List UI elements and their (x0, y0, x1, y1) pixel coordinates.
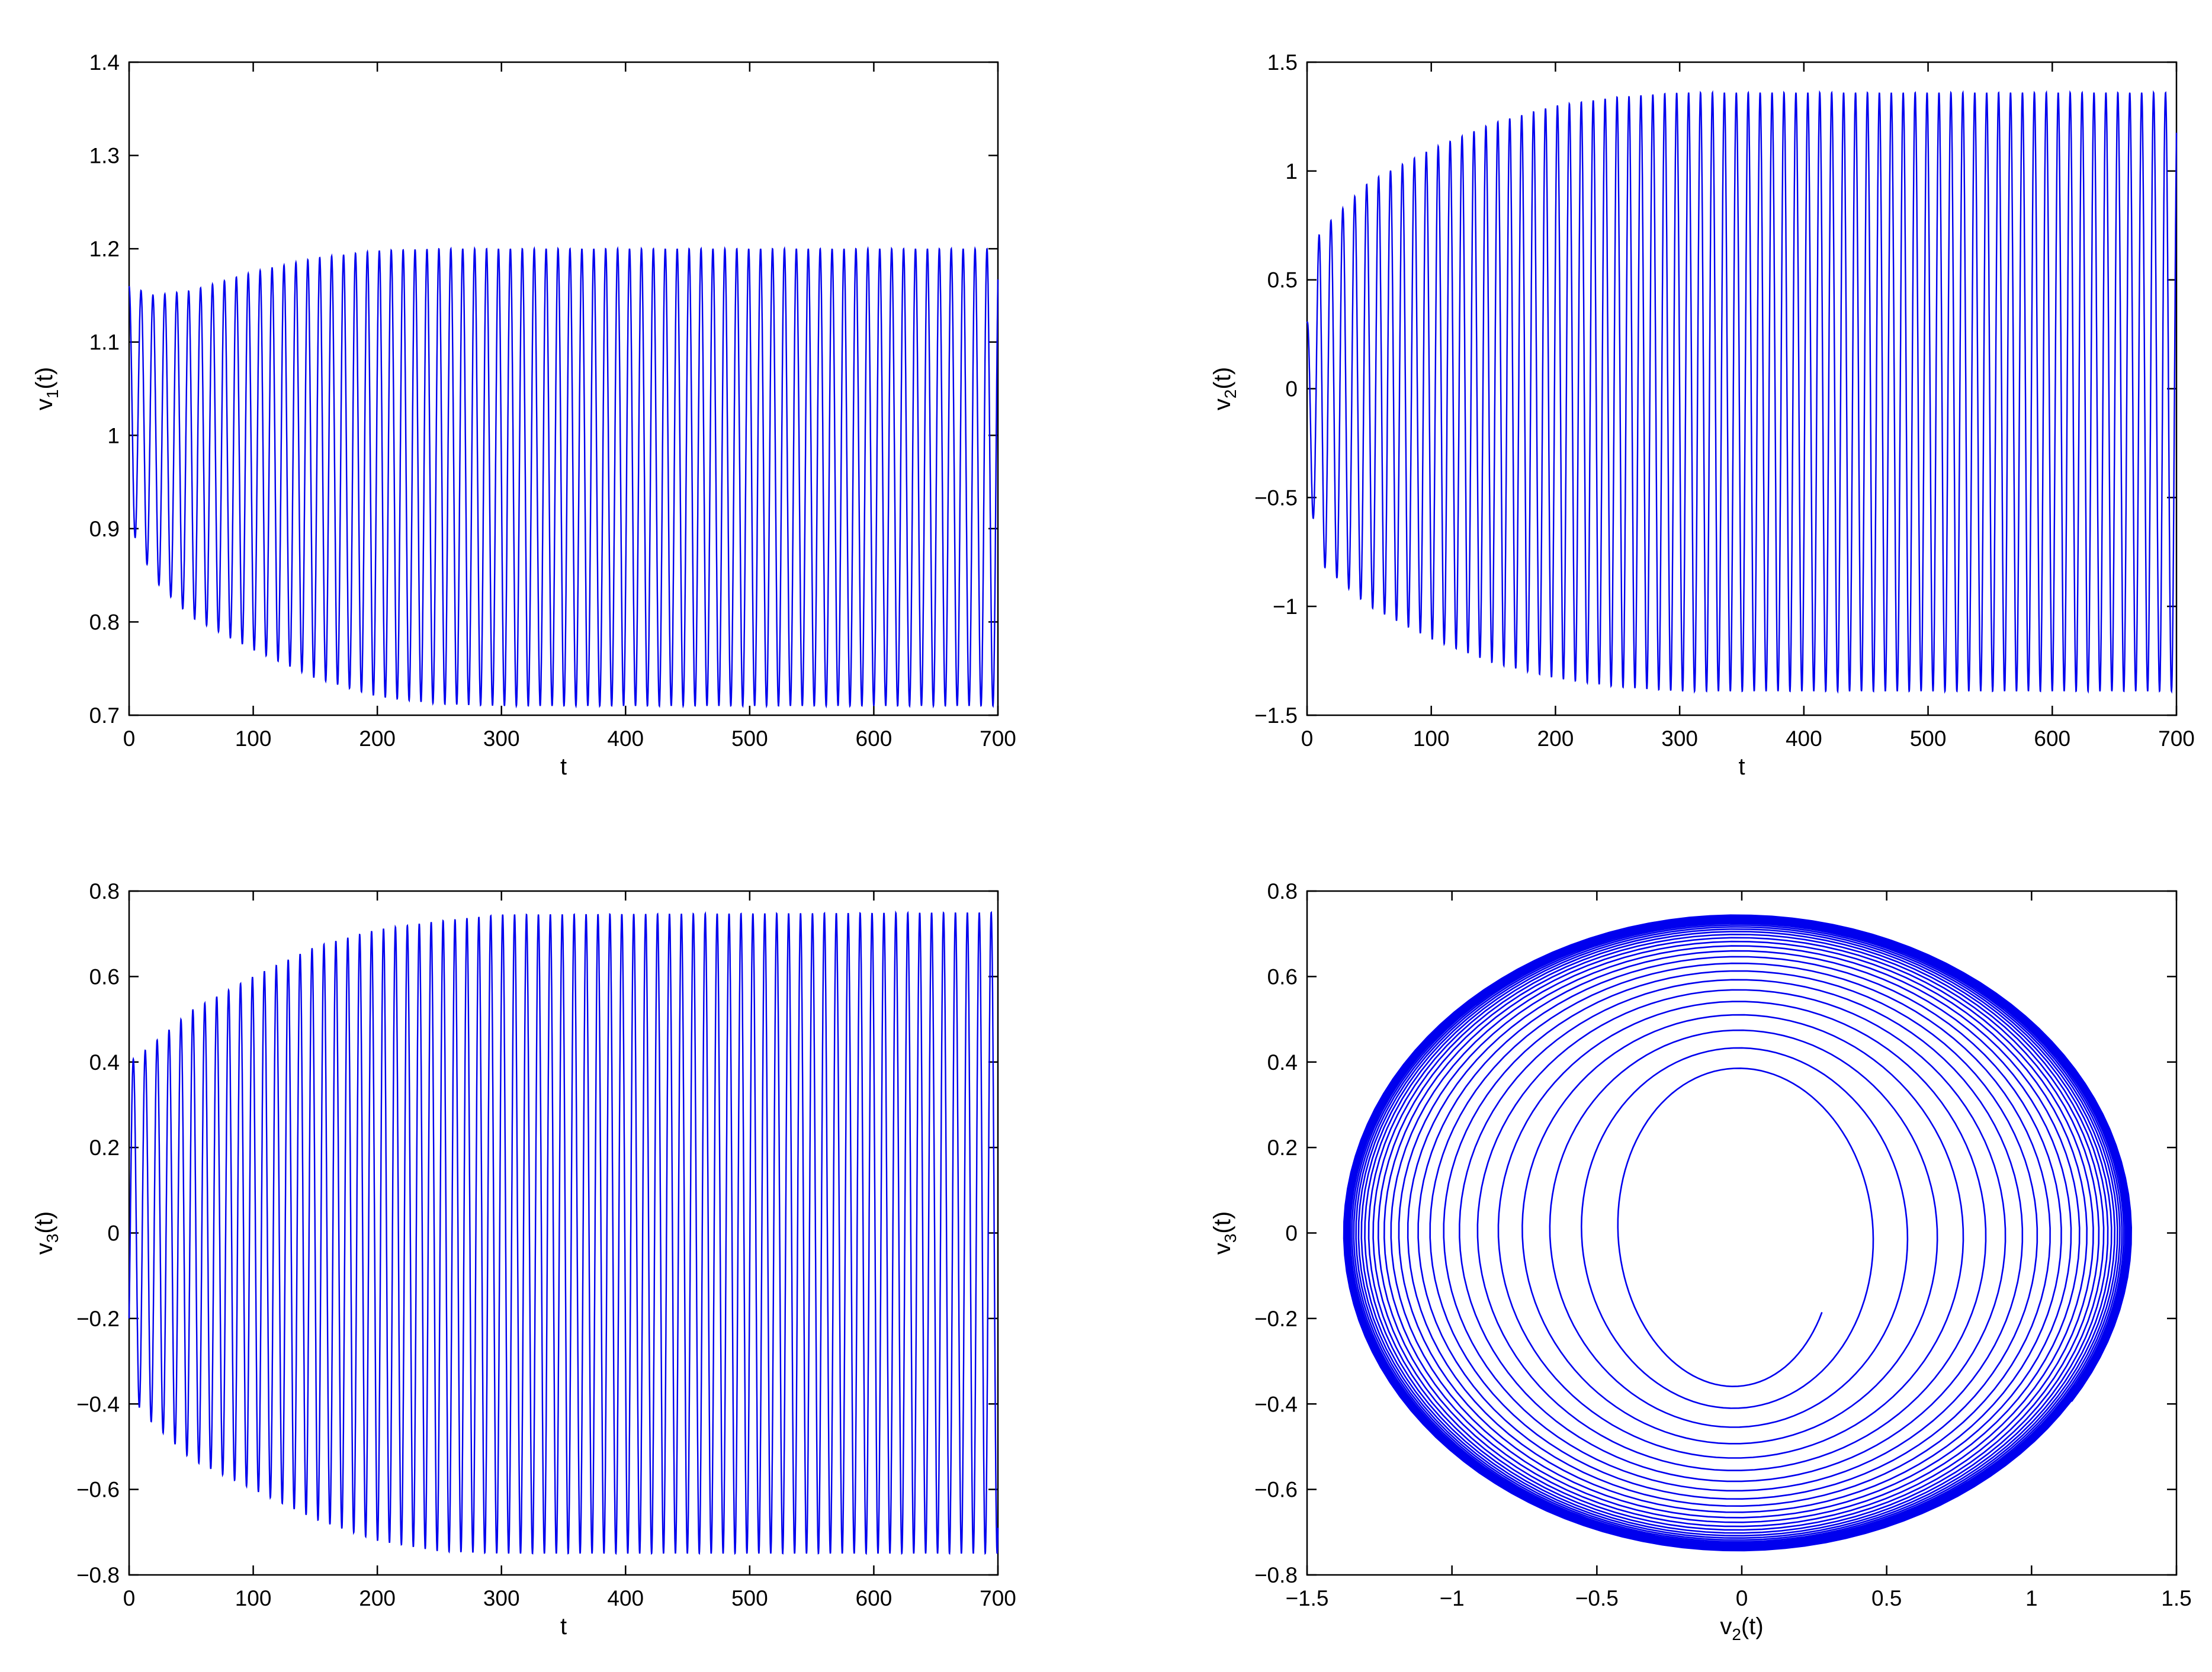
y-axis-label: v3(t) (1209, 1211, 1240, 1255)
x-axis-label: v2(t) (1720, 1613, 1763, 1644)
y-tick-label: −0.8 (1254, 1563, 1298, 1587)
y-tick-label: −1.5 (1254, 703, 1298, 728)
x-tick-label: 0 (123, 726, 136, 751)
x-tick-label: 300 (1661, 726, 1698, 751)
y-tick-label: 0.6 (89, 964, 120, 989)
y-tick-label: 0 (1285, 377, 1298, 401)
y-tick-label: 0.7 (89, 703, 120, 728)
y-tick-label: 1.4 (89, 50, 120, 75)
y-tick-label: −0.2 (1254, 1307, 1298, 1331)
y-axis-label: v3(t) (31, 1211, 62, 1255)
x-tick-label: 1.5 (2161, 1586, 2191, 1610)
y-tick-label: −0.5 (1254, 485, 1298, 510)
x-tick-label: 100 (1413, 726, 1450, 751)
x-tick-label: 1 (2025, 1586, 2038, 1610)
x-tick-label: 0 (1301, 726, 1314, 751)
plot-v2-vs-t: 0 100 200 300 400 500 600 700 −1.5 −1 −0.5 0 0.5 1 1.5… (1209, 50, 2195, 780)
plot-v3-vs-v2-phase: −1.5 −1 −0.5 0 0.5 1 1.5 −0.8 −0.6 −0.4 −0.2 0 0.2 0.… (1209, 879, 2192, 1644)
x-tick-label: 600 (856, 1586, 892, 1610)
y-tick-label: 0.6 (1267, 964, 1298, 989)
x-tick-label: 400 (607, 1586, 644, 1610)
phase-trajectory (1343, 914, 2133, 1552)
x-tick-label: 500 (1910, 726, 1947, 751)
x-tick-label: −0.5 (1575, 1586, 1619, 1610)
x-axis-label: t (1738, 754, 1745, 780)
y-tick-label: 0.5 (1267, 268, 1298, 292)
series-line (128, 246, 999, 709)
y-tick-label: 0 (107, 1221, 120, 1246)
y-tick-label: 0.4 (89, 1050, 120, 1075)
x-tick-label: 100 (235, 1586, 272, 1610)
x-tick-label: 500 (731, 1586, 768, 1610)
y-tick-label: 1.3 (89, 144, 120, 168)
x-tick-label: 500 (731, 726, 768, 751)
x-tick-label: −1 (1440, 1586, 1465, 1610)
x-axis-label: t (560, 754, 567, 780)
y-tick-label: 1.1 (89, 330, 120, 355)
y-tick-label: 0.9 (89, 517, 120, 541)
series-line (1306, 90, 2178, 694)
y-tick-label: 0.8 (1267, 879, 1298, 903)
x-axis-label: t (560, 1613, 567, 1639)
y-tick-label: 1.2 (89, 237, 120, 261)
x-tick-label: 600 (2034, 726, 2070, 751)
plot-v3-vs-t: 0 100 200 300 400 500 600 700 −0.8 −0.6 −0.4 −0.2 0 0… (31, 879, 1016, 1639)
x-tick-label: 200 (359, 1586, 396, 1610)
x-tick-label: 200 (1537, 726, 1574, 751)
y-tick-label: 0 (1285, 1221, 1298, 1246)
x-tick-label: 0 (123, 1586, 136, 1610)
x-tick-label: 300 (483, 1586, 520, 1610)
y-tick-label: 0.8 (89, 610, 120, 634)
x-tick-label: 400 (1786, 726, 1822, 751)
y-tick-label: −0.4 (1254, 1392, 1298, 1416)
y-tick-label: 0.8 (89, 879, 120, 903)
y-axis-label: v1(t) (31, 367, 62, 410)
x-tick-label: 200 (359, 726, 396, 751)
y-tick-label: −0.6 (1254, 1478, 1298, 1502)
y-tick-label: 1.5 (1267, 50, 1298, 75)
y-tick-label: 0.4 (1267, 1050, 1298, 1075)
x-tick-label: 700 (980, 726, 1016, 751)
x-tick-label: 700 (2158, 726, 2195, 751)
y-tick-label: −0.8 (76, 1563, 120, 1587)
x-tick-label: 700 (980, 1586, 1016, 1610)
x-tick-label: 600 (856, 726, 892, 751)
plot-v1-vs-t: 0 100 200 300 400 500 600 700 0.7 0.8 0.9 1 1.1 1.2 1.… (31, 50, 1016, 780)
x-tick-label: 300 (483, 726, 520, 751)
x-tick-label: 0.5 (1871, 1586, 1902, 1610)
y-axis-label: v2(t) (1209, 367, 1240, 410)
y-tick-label: −0.2 (76, 1307, 120, 1331)
series-line (128, 910, 999, 1555)
y-tick-label: 1 (107, 423, 120, 448)
y-tick-label: 0.2 (1267, 1136, 1298, 1160)
y-tick-label: −1 (1273, 594, 1298, 619)
x-tick-label: −1.5 (1285, 1586, 1328, 1610)
x-tick-label: 400 (607, 726, 644, 751)
y-tick-label: −0.4 (76, 1392, 120, 1416)
axes-box (128, 61, 999, 716)
y-tick-label: 0.2 (89, 1136, 120, 1160)
y-tick-label: −0.6 (76, 1478, 120, 1502)
x-tick-label: 100 (235, 726, 272, 751)
y-tick-label: 1 (1285, 159, 1298, 184)
x-tick-label: 0 (1736, 1586, 1748, 1610)
axes-box (1306, 890, 2178, 1576)
